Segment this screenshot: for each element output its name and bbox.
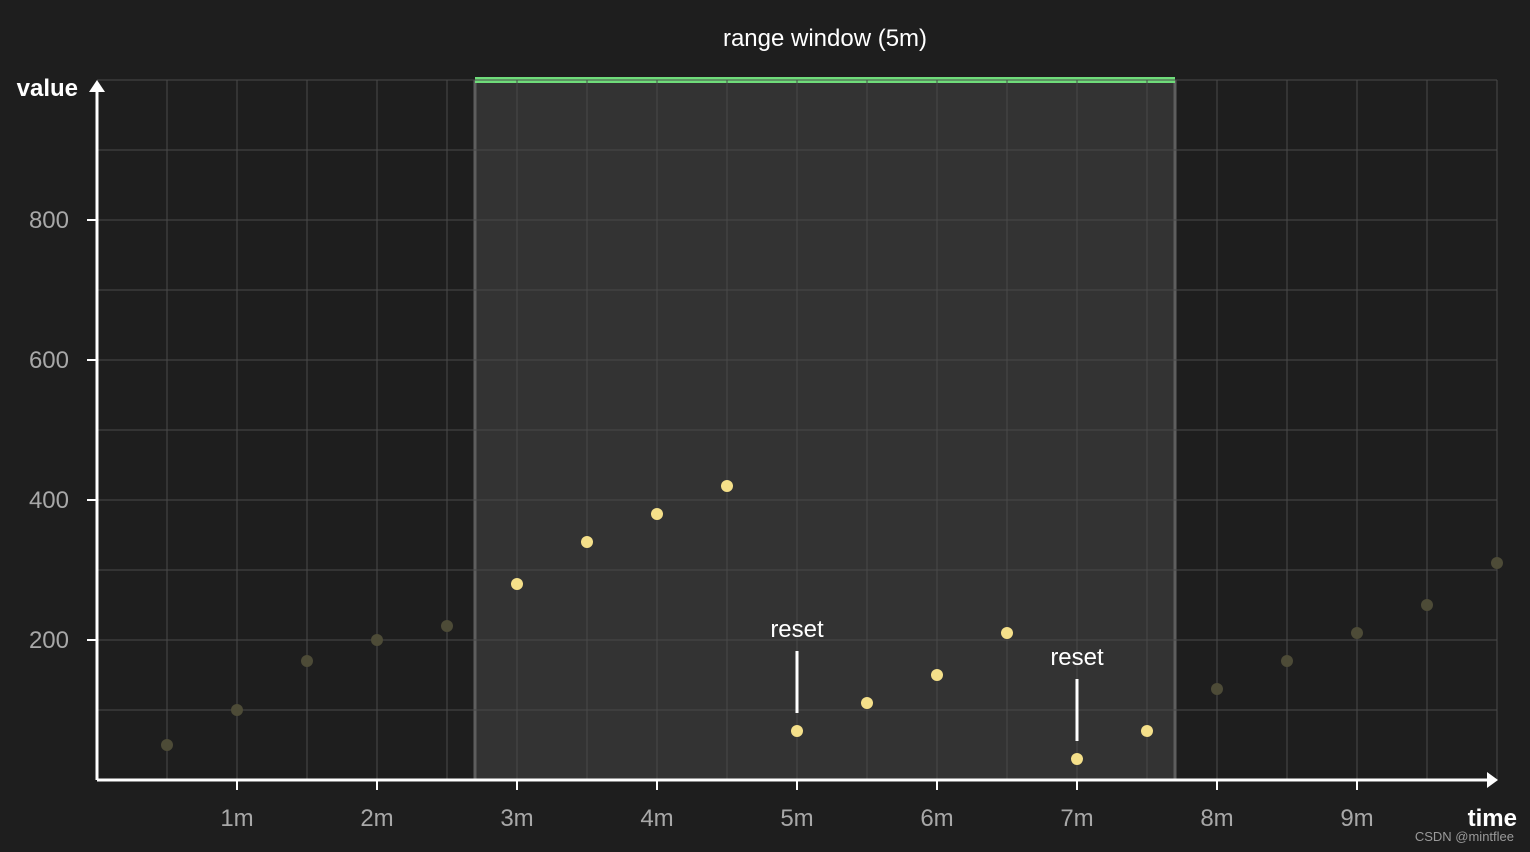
y-tick-label: 400 (29, 487, 69, 514)
x-axis-arrowhead (1487, 772, 1498, 788)
y-axis-label: value (17, 75, 78, 102)
chart-title: range window (5m) (723, 25, 927, 52)
reset-annotation-label: reset (770, 616, 824, 643)
data-point-outside-window (1211, 683, 1223, 695)
y-axis-arrowhead (89, 80, 105, 92)
x-tick-label: 1m (220, 805, 253, 832)
axis-layer: 1m 2m 3m 4m 5m 6m 7m 8m 9m 200 400 600 800 (29, 80, 1498, 832)
data-point-outside-window (441, 620, 453, 632)
data-point-outside-window (1351, 627, 1363, 639)
data-point-outside-window (1281, 655, 1293, 667)
x-tick-label: 4m (640, 805, 673, 832)
data-point-outside-window (231, 704, 243, 716)
x-tick-label: 7m (1060, 805, 1093, 832)
data-point-in-window (931, 669, 943, 681)
data-point-in-window (1071, 753, 1083, 765)
data-point-in-window (861, 697, 873, 709)
data-point-outside-window (301, 655, 313, 667)
y-tick-label: 800 (29, 207, 69, 234)
data-point-outside-window (371, 634, 383, 646)
reset-annotation-label: reset (1050, 644, 1104, 671)
x-tick-label: 8m (1200, 805, 1233, 832)
data-point-in-window (1141, 725, 1153, 737)
x-axis-label: time (1468, 805, 1517, 832)
data-point-in-window (791, 725, 803, 737)
data-point-in-window (581, 536, 593, 548)
data-point-outside-window (1491, 557, 1503, 569)
x-tick-label: 5m (780, 805, 813, 832)
annotation-layer: reset reset (770, 616, 1104, 741)
y-tick-label: 600 (29, 347, 69, 374)
x-tick-label: 2m (360, 805, 393, 832)
y-tick-label: 200 (29, 627, 69, 654)
x-tick-label: 6m (920, 805, 953, 832)
data-point-in-window (721, 480, 733, 492)
data-point-in-window (511, 578, 523, 590)
x-tick-label: 9m (1340, 805, 1373, 832)
watermark: CSDN @mintflee (1414, 829, 1514, 844)
data-point-outside-window (1421, 599, 1433, 611)
x-tick-label: 3m (500, 805, 533, 832)
data-point-outside-window (161, 739, 173, 751)
data-point-in-window (1001, 627, 1013, 639)
data-point-in-window (651, 508, 663, 520)
points-layer (161, 480, 1503, 765)
